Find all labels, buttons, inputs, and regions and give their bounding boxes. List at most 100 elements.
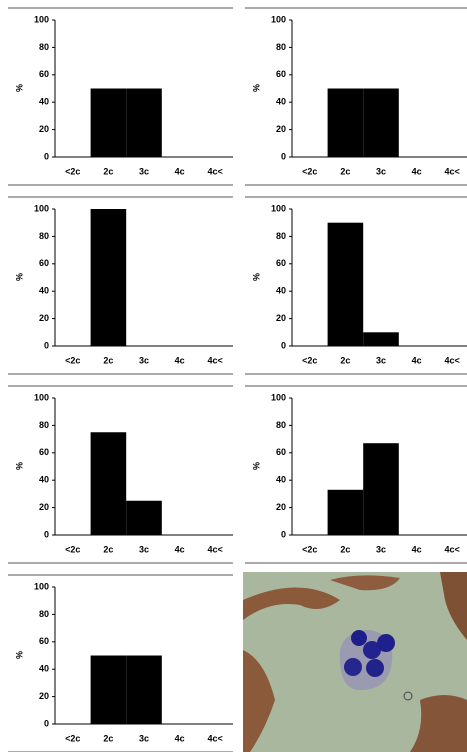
y-tick-label: 80	[39, 231, 49, 241]
y-tick-label: 80	[39, 420, 49, 430]
y-tick-label: 20	[39, 502, 49, 512]
bar	[328, 89, 364, 158]
y-tick-label: 60	[39, 258, 49, 268]
y-tick-label: 20	[39, 124, 49, 134]
y-tick-label: 80	[39, 609, 49, 619]
bar	[328, 223, 364, 346]
y-tick-label: 60	[39, 69, 49, 79]
y-tick-label: 40	[276, 97, 286, 107]
x-tick-label: 4c	[175, 544, 185, 554]
y-tick-label: 20	[276, 502, 286, 512]
y-tick-label: 80	[276, 420, 286, 430]
x-tick-label: 3c	[376, 355, 386, 365]
x-tick-label: 2c	[340, 544, 350, 554]
x-tick-label: 4c<	[208, 544, 223, 554]
bar	[91, 656, 127, 725]
bar	[363, 332, 399, 346]
x-tick-label: <2c	[65, 544, 80, 554]
x-tick-label: 2c	[103, 544, 113, 554]
x-tick-label: 4c	[412, 544, 422, 554]
y-tick-label: 60	[39, 447, 49, 457]
x-tick-label: 4c	[175, 166, 185, 176]
y-tick-label: 0	[281, 151, 286, 161]
x-tick-label: 4c	[412, 355, 422, 365]
x-tick-label: 4c	[175, 355, 185, 365]
nucleus	[351, 630, 367, 646]
y-tick-label: 0	[44, 718, 49, 728]
x-tick-label: 4c	[175, 733, 185, 743]
y-axis-label: %	[14, 462, 24, 470]
y-tick-label: 40	[39, 97, 49, 107]
y-axis-label: %	[14, 651, 24, 659]
figure: % 0 20 40 60 80 100 <2c 2c 3c 4c 4c<% 0 20 40 60 80 100 <2…	[0, 0, 467, 752]
bar	[363, 89, 399, 158]
x-tick-label: <2c	[302, 355, 317, 365]
y-tick-label: 40	[39, 475, 49, 485]
x-tick-label: 4c<	[208, 166, 223, 176]
y-tick-label: 100	[34, 581, 49, 591]
y-tick-label: 20	[39, 691, 49, 701]
bar	[363, 443, 399, 535]
bar	[126, 656, 162, 725]
y-axis-label: %	[251, 462, 261, 470]
nucleus	[344, 658, 362, 676]
nucleus	[377, 634, 395, 652]
x-tick-label: 4c<	[445, 544, 460, 554]
bar	[91, 432, 127, 535]
x-tick-label: 3c	[139, 733, 149, 743]
y-tick-label: 100	[34, 203, 49, 213]
x-tick-label: 3c	[139, 355, 149, 365]
y-tick-label: 0	[44, 529, 49, 539]
x-tick-label: 2c	[103, 733, 113, 743]
y-tick-label: 0	[281, 529, 286, 539]
x-tick-label: 4c	[412, 166, 422, 176]
x-tick-label: <2c	[65, 733, 80, 743]
y-tick-label: 60	[39, 636, 49, 646]
y-tick-label: 100	[271, 392, 286, 402]
x-tick-label: 3c	[376, 544, 386, 554]
y-tick-label: 60	[276, 447, 286, 457]
y-tick-label: 20	[276, 313, 286, 323]
x-tick-label: 2c	[340, 166, 350, 176]
y-tick-label: 20	[39, 313, 49, 323]
y-tick-label: 60	[276, 258, 286, 268]
y-tick-label: 40	[39, 664, 49, 674]
y-tick-label: 40	[276, 286, 286, 296]
y-axis-label: %	[14, 273, 24, 281]
x-tick-label: 2c	[340, 355, 350, 365]
y-tick-label: 80	[276, 231, 286, 241]
x-tick-label: 4c<	[208, 355, 223, 365]
y-axis-label: %	[14, 84, 24, 92]
y-axis-label: %	[251, 84, 261, 92]
bar	[91, 89, 127, 158]
x-tick-label: <2c	[65, 166, 80, 176]
bar	[328, 490, 364, 535]
x-tick-label: 3c	[139, 544, 149, 554]
x-tick-label: 4c<	[208, 733, 223, 743]
y-tick-label: 80	[39, 42, 49, 52]
y-tick-label: 40	[276, 475, 286, 485]
y-tick-label: 0	[44, 340, 49, 350]
x-tick-label: 4c<	[445, 355, 460, 365]
x-tick-label: 4c<	[445, 166, 460, 176]
y-tick-label: 100	[271, 14, 286, 24]
x-tick-label: 3c	[139, 166, 149, 176]
x-tick-label: <2c	[302, 166, 317, 176]
x-tick-label: <2c	[302, 544, 317, 554]
x-tick-label: <2c	[65, 355, 80, 365]
bar	[126, 501, 162, 535]
y-tick-label: 100	[34, 392, 49, 402]
y-tick-label: 100	[34, 14, 49, 24]
y-tick-label: 100	[271, 203, 286, 213]
y-axis-label: %	[251, 273, 261, 281]
y-tick-label: 60	[276, 69, 286, 79]
nucleus	[366, 659, 384, 677]
y-tick-label: 40	[39, 286, 49, 296]
x-tick-label: 2c	[103, 355, 113, 365]
y-tick-label: 0	[44, 151, 49, 161]
y-tick-label: 80	[276, 42, 286, 52]
y-tick-label: 20	[276, 124, 286, 134]
bar	[126, 89, 162, 158]
x-tick-label: 2c	[103, 166, 113, 176]
micrograph	[243, 572, 467, 752]
